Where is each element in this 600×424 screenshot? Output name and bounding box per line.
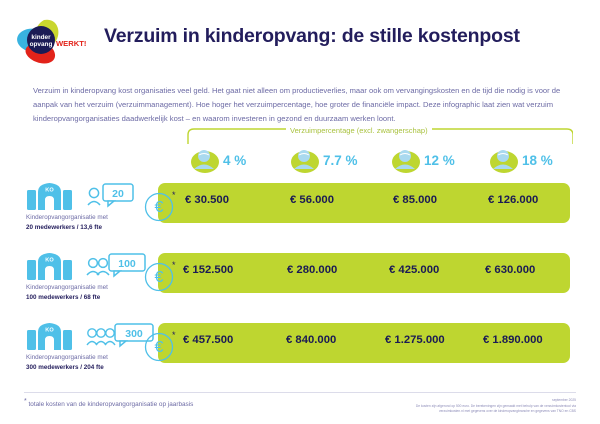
percent-cell-2: 12 % xyxy=(391,144,455,176)
percent-cell-0: 4 % xyxy=(190,144,246,176)
asterisk-marker: * xyxy=(172,190,176,200)
person-icon xyxy=(391,146,423,174)
svg-text:KO: KO xyxy=(45,257,54,263)
badge-count: 20 xyxy=(112,188,124,200)
svg-text:opvang: opvang xyxy=(30,41,53,48)
person-icon xyxy=(489,146,521,174)
footer-source-line-2: verzuimkosten.nl met gegevens over de ki… xyxy=(438,409,576,414)
page-title: Verzuim in kinderopvang: de stille koste… xyxy=(104,25,520,47)
org-line-1: Kinderopvangorganisatie met xyxy=(26,214,108,221)
svg-text:kinder: kinder xyxy=(31,34,51,41)
svg-text:€: € xyxy=(155,269,164,286)
cost-value: € 1.275.000 xyxy=(385,334,445,346)
cost-value: € 630.000 xyxy=(485,264,536,276)
building-icon: KO xyxy=(27,323,72,350)
cost-value: € 126.000 xyxy=(488,194,539,206)
data-row: KO 20 Kinderopvangorganisatie met 20 med… xyxy=(0,180,600,246)
person-icon xyxy=(190,146,222,174)
svg-text:WERKT!: WERKT! xyxy=(56,39,86,48)
people-count-icon: 100 xyxy=(86,253,146,278)
cost-value: € 30.500 xyxy=(185,194,229,206)
cost-value: € 840.000 xyxy=(286,334,337,346)
cost-value: € 457.500 xyxy=(183,334,234,346)
percentage-header-row: Verzuimpercentage (excl. zwangerschap) 4… xyxy=(0,126,600,178)
footer-source: september 2025 De kosten zijn afgerond o… xyxy=(416,398,576,415)
asterisk-marker: * xyxy=(24,398,27,405)
value-bar xyxy=(158,253,570,293)
percent-cell-1: 7.7 % xyxy=(290,144,358,176)
data-row: KO 300 Kinderopvangorganisatie met 300 m… xyxy=(0,320,600,386)
people-count-icon: 20 xyxy=(87,183,134,208)
org-icons: KO 300 xyxy=(26,320,166,350)
building-icon: KO xyxy=(27,253,72,280)
org-icons: KO 20 xyxy=(26,180,166,210)
badge-count: 300 xyxy=(125,328,143,340)
euro-icon: € xyxy=(144,192,174,222)
value-bar xyxy=(158,183,570,223)
cost-value: € 280.000 xyxy=(287,264,338,276)
org-description: Kinderopvangorganisatie met 20 medewerke… xyxy=(26,213,156,232)
svg-text:KO: KO xyxy=(45,327,54,333)
row-label-group: KO 300 xyxy=(26,320,166,350)
data-row: KO 100 Kinderopvangorganisatie met 100 m… xyxy=(0,250,600,316)
row-label-group: KO 20 xyxy=(26,180,166,210)
column-header-label: Verzuimpercentage (excl. zwangerschap) xyxy=(286,126,432,135)
footer-source-line-1: De kosten zijn afgerond op 500 euro. De … xyxy=(415,404,576,409)
org-line-1: Kinderopvangorganisatie met xyxy=(26,284,108,291)
org-line-1: Kinderopvangorganisatie met xyxy=(26,354,108,361)
percent-value: 4 % xyxy=(223,152,247,168)
asterisk-marker: * xyxy=(172,330,176,340)
badge-count: 100 xyxy=(118,258,136,270)
footnote: * totale kosten van de kinderopvangorgan… xyxy=(24,398,193,408)
org-line-2: 300 medewerkers / 204 fte xyxy=(26,363,104,371)
footnote-text: totale kosten van de kinderopvangorganis… xyxy=(28,401,194,409)
org-description: Kinderopvangorganisatie met 100 medewerk… xyxy=(26,283,156,302)
org-line-2: 20 medewerkers / 13,6 fte xyxy=(26,223,102,231)
person-icon xyxy=(290,146,322,174)
percent-value: 7.7 % xyxy=(323,152,358,168)
cost-value: € 152.500 xyxy=(183,264,234,276)
svg-text:€: € xyxy=(155,339,164,356)
percent-value: 12 % xyxy=(424,152,455,168)
cost-value: € 56.000 xyxy=(290,194,334,206)
page-header: kinder opvang WERKT! Verzuim in kinderop… xyxy=(0,0,600,72)
footer-date: september 2025 xyxy=(552,398,576,402)
percent-value: 18 % xyxy=(522,152,553,168)
asterisk-marker: * xyxy=(172,260,176,270)
svg-text:€: € xyxy=(155,199,164,216)
svg-text:KO: KO xyxy=(45,187,54,193)
cost-value: € 425.000 xyxy=(389,264,440,276)
people-count-icon: 300 xyxy=(86,323,154,348)
percent-cell-3: 18 % xyxy=(489,144,553,176)
row-label-group: KO 100 xyxy=(26,250,166,280)
footer-divider xyxy=(24,392,576,393)
org-icons: KO 100 xyxy=(26,250,166,280)
building-icon: KO xyxy=(27,183,72,210)
cost-value: € 1.890.000 xyxy=(483,334,543,346)
euro-icon: € xyxy=(144,262,174,292)
cost-value: € 85.000 xyxy=(393,194,437,206)
intro-paragraph: Verzuim in kinderopvang kost organisatie… xyxy=(33,86,561,124)
org-line-2: 100 medewerkers / 68 fte xyxy=(26,293,101,301)
value-bar xyxy=(158,323,570,363)
euro-icon: € xyxy=(144,332,174,362)
kinderopvang-werkt-logo: kinder opvang WERKT! xyxy=(14,18,92,64)
org-description: Kinderopvangorganisatie met 300 medewerk… xyxy=(26,353,156,372)
